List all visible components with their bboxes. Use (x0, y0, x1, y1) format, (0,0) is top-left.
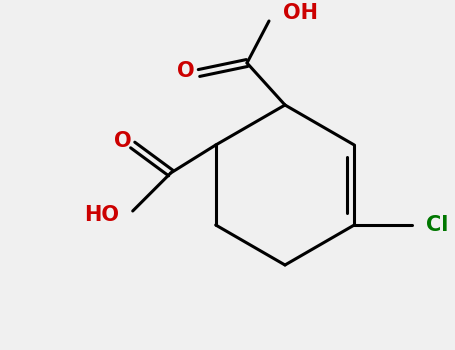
Text: Cl: Cl (426, 215, 449, 235)
Text: O: O (177, 61, 195, 81)
Text: HO: HO (84, 205, 119, 225)
Text: O: O (114, 131, 131, 151)
Text: OH: OH (283, 3, 318, 23)
